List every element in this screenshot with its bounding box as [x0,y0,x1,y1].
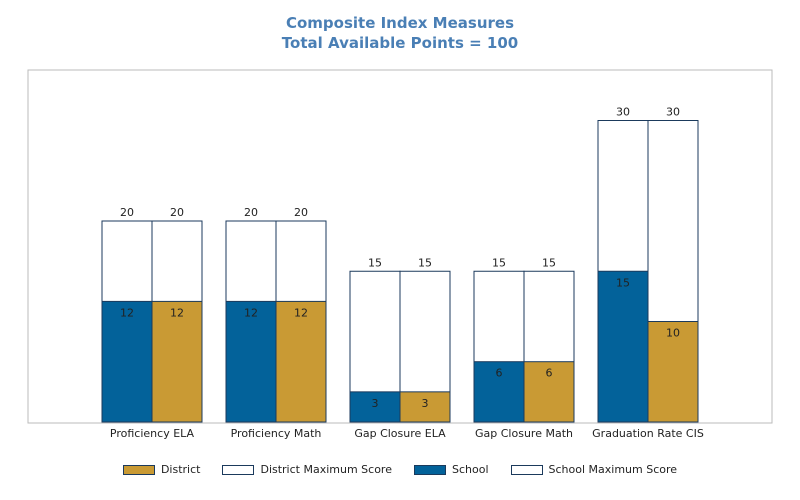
x-tick-label-gap-closure-ela: Gap Closure ELA [354,427,446,440]
legend-label-school: School [451,463,489,476]
bar-district-gap-closure-math [523,361,575,423]
legend-swatch-school-max [510,464,543,475]
plot-frame [27,69,773,424]
chart-title: Composite Index Measures [285,14,515,32]
x-tick-label-proficiency-ela: Proficiency ELA [110,427,195,440]
legend-label-district-max: District Maximum Score [260,463,392,476]
bar-school-gap-closure-ela [349,391,401,423]
data-label-district-proficiency-ela: 12 [170,306,184,319]
data-label-school-graduation-rate-cis: 15 [616,276,630,289]
data-label-max-district-gap-closure-ela: 15 [418,256,432,269]
bar-district-gap-closure-ela [399,391,451,423]
data-label-school-gap-closure-math: 6 [496,367,503,380]
data-label-max-school-graduation-rate-cis: 30 [616,106,630,119]
data-label-max-school-proficiency-math: 20 [244,206,258,219]
bar-school-graduation-rate-cis [597,270,649,423]
bar-school-proficiency-math [225,300,277,423]
data-label-school-gap-closure-ela: 3 [372,397,379,410]
legend: District District Maximum Score School S… [0,463,800,476]
data-label-max-district-graduation-rate-cis: 30 [666,106,680,119]
legend-swatch-district-max [222,464,255,475]
data-label-max-school-gap-closure-ela: 15 [368,256,382,269]
data-label-max-district-gap-closure-math: 15 [542,256,556,269]
bar-district-proficiency-math [275,300,327,423]
data-label-max-district-proficiency-math: 20 [294,206,308,219]
data-label-school-proficiency-ela: 12 [120,306,134,319]
legend-label-school-max: School Maximum Score [548,463,678,476]
data-label-district-graduation-rate-cis: 10 [666,327,680,340]
chart-subtitle: Total Available Points = 100 [281,34,519,52]
bar-school-gap-closure-math [473,361,525,423]
legend-item-school-max: School Maximum Score [510,463,678,476]
legend-swatch-district [122,464,155,475]
x-tick-label-proficiency-math: Proficiency Math [231,427,322,440]
legend-item-school: School [413,463,489,476]
bar-school-proficiency-ela [101,300,153,423]
legend-swatch-school [413,464,446,475]
x-tick-label-gap-closure-math: Gap Closure Math [475,427,573,440]
data-label-school-proficiency-math: 12 [244,306,258,319]
bar-district-graduation-rate-cis [647,321,699,423]
data-label-district-proficiency-math: 12 [294,306,308,319]
data-label-max-district-proficiency-ela: 20 [170,206,184,219]
x-tick-label-graduation-rate-cis: Graduation Rate CIS [592,427,704,440]
legend-item-district-max: District Maximum Score [222,463,392,476]
bar-district-proficiency-ela [151,300,203,423]
data-label-district-gap-closure-math: 6 [546,367,553,380]
legend-label-district: District [160,463,201,476]
legend-item-district: District [122,463,201,476]
data-label-max-school-gap-closure-math: 15 [492,256,506,269]
data-label-max-school-proficiency-ela: 20 [120,206,134,219]
data-label-district-gap-closure-ela: 3 [422,397,429,410]
